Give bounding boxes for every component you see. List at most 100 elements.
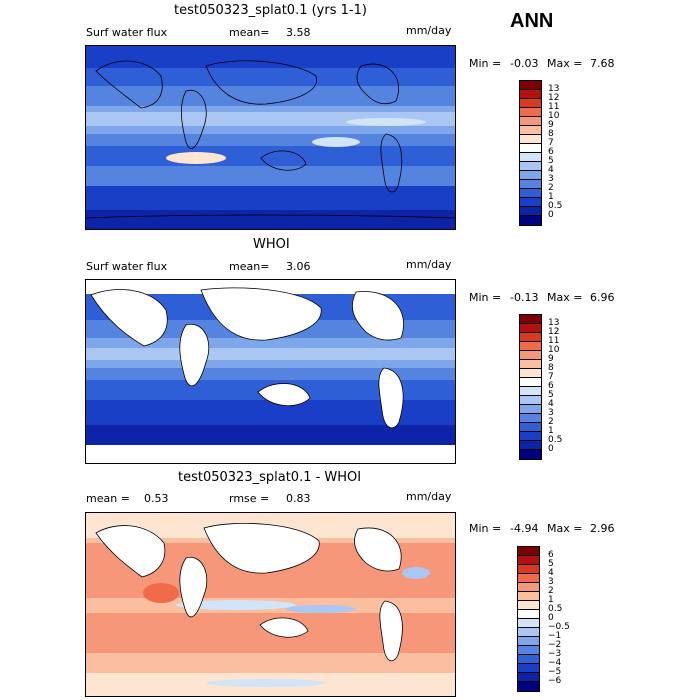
colorbar-swatch bbox=[520, 162, 541, 171]
colorbar-swatch bbox=[518, 664, 539, 673]
panel2-cb-label: 7 bbox=[548, 372, 554, 382]
panel2-mean-label: mean= bbox=[229, 260, 270, 273]
colorbar-swatch bbox=[520, 414, 541, 423]
colorbar-swatch bbox=[520, 90, 541, 99]
season-label: ANN bbox=[510, 10, 554, 32]
panel1-cb-label: 1 bbox=[548, 192, 554, 202]
panel1-cb-label: 8 bbox=[548, 129, 554, 139]
panel1-min-label: Min = bbox=[469, 57, 502, 70]
panel1-max-label: Max = bbox=[547, 57, 583, 70]
panel1-cb-label: 2 bbox=[548, 183, 554, 193]
colorbar-swatch bbox=[520, 324, 541, 333]
colorbar-swatch bbox=[520, 153, 541, 162]
panel1-variable: Surf water flux bbox=[86, 26, 168, 39]
panel3-cb-label: 3 bbox=[548, 577, 554, 587]
colorbar-swatch bbox=[518, 547, 539, 556]
panel3-title: test050323_splat0.1 - WHOI bbox=[178, 470, 362, 485]
panel2-cb-label: 12 bbox=[548, 327, 560, 337]
panel1-cb-label: 5 bbox=[548, 156, 554, 166]
colorbar-swatch bbox=[520, 450, 541, 459]
colorbar-swatch bbox=[520, 342, 541, 351]
panel3-cb-label: −4 bbox=[548, 658, 562, 668]
colorbar-swatch bbox=[520, 135, 541, 144]
colorbar-swatch bbox=[520, 378, 541, 387]
colorbar-swatch bbox=[520, 126, 541, 135]
panel1-mean-value: 3.58 bbox=[286, 26, 311, 39]
panel2-mean-value: 3.06 bbox=[286, 260, 311, 273]
panel3-cb-label: 6 bbox=[548, 550, 554, 560]
panel3-mean-value: 0.53 bbox=[144, 492, 169, 505]
colorbar-swatch bbox=[520, 441, 541, 450]
panel1-cb-label: 0 bbox=[548, 210, 554, 220]
colorbar-swatch bbox=[518, 682, 539, 691]
panel2-title: WHOI bbox=[253, 237, 290, 252]
panel2-cb-label: 5 bbox=[548, 390, 554, 400]
colorbar-swatch bbox=[518, 610, 539, 619]
colorbar-swatch bbox=[518, 574, 539, 583]
colorbar-swatch bbox=[520, 405, 541, 414]
panel2-variable: Surf water flux bbox=[86, 260, 168, 273]
colorbar-swatch bbox=[518, 592, 539, 601]
panel1-max-value: 7.68 bbox=[590, 57, 615, 70]
panel3-min-label: Min = bbox=[469, 522, 502, 535]
panel2-cb-label: 8 bbox=[548, 363, 554, 373]
colorbar-swatch bbox=[520, 117, 541, 126]
panel1-cb-label: 11 bbox=[548, 102, 560, 112]
colorbar-swatch bbox=[518, 583, 539, 592]
panel2-max-value: 6.96 bbox=[590, 291, 615, 304]
panel3-cb-label: 2 bbox=[548, 586, 554, 596]
colorbar-swatch bbox=[520, 216, 541, 225]
colorbar-swatch bbox=[518, 628, 539, 637]
panel2-colorbar-labels: 13 12 11 10 9 8 7 6 5 4 3 2 1 0.5 0 bbox=[548, 314, 578, 458]
panel2-cb-label: 3 bbox=[548, 408, 554, 418]
colorbar-swatch bbox=[518, 646, 539, 655]
panel3-rmse-label: rmse = bbox=[229, 492, 270, 505]
colorbar-swatch bbox=[520, 108, 541, 117]
panel2-cb-label: 0.5 bbox=[548, 435, 563, 445]
panel3-units: mm/day bbox=[406, 490, 452, 503]
colorbar-swatch bbox=[520, 333, 541, 342]
colorbar-swatch bbox=[520, 351, 541, 360]
panel2-min-label: Min = bbox=[469, 291, 502, 304]
panel3-cb-label: −1 bbox=[548, 631, 562, 641]
panel3-min-value: -4.94 bbox=[510, 522, 539, 535]
panel1-cb-label: 0.5 bbox=[548, 201, 563, 211]
panel3-cb-label: −2 bbox=[548, 640, 562, 650]
colorbar-swatch bbox=[520, 180, 541, 189]
panel3-cb-label: −0.5 bbox=[548, 622, 570, 632]
panel2-cb-label: 1 bbox=[548, 426, 554, 436]
panel2-max-label: Max = bbox=[547, 291, 583, 304]
panel2-units: mm/day bbox=[406, 258, 452, 271]
panel3-colorbar bbox=[517, 546, 540, 692]
panel1-cb-label: 4 bbox=[548, 165, 554, 175]
panel3-cb-label: 4 bbox=[548, 568, 554, 578]
panel1-cb-label: 9 bbox=[548, 120, 554, 130]
panel2-cb-label: 13 bbox=[548, 318, 560, 328]
panel2-min-value: -0.13 bbox=[510, 291, 539, 304]
panel3-max-label: Max = bbox=[547, 522, 583, 535]
colorbar-swatch bbox=[520, 315, 541, 324]
colorbar-swatch bbox=[518, 655, 539, 664]
colorbar-swatch bbox=[520, 423, 541, 432]
panel3-cb-label: −6 bbox=[548, 676, 562, 686]
colorbar-swatch bbox=[518, 565, 539, 574]
colorbar-swatch bbox=[520, 369, 541, 378]
panel2-colorbar bbox=[519, 314, 542, 460]
colorbar-swatch bbox=[520, 99, 541, 108]
panel1-cb-label: 6 bbox=[548, 147, 554, 157]
panel1-colorbar bbox=[519, 80, 542, 226]
panel3-cb-label: 0 bbox=[548, 613, 554, 623]
colorbar-swatch bbox=[518, 673, 539, 682]
panel1-min-value: -0.03 bbox=[510, 57, 539, 70]
colorbar-swatch bbox=[520, 171, 541, 180]
panel1-mean-label: mean= bbox=[229, 26, 270, 39]
panel3-cb-label: 5 bbox=[548, 559, 554, 569]
panel2-cb-label: 11 bbox=[548, 336, 560, 346]
panel3-cb-label: −3 bbox=[548, 649, 562, 659]
panel3-cb-label: −5 bbox=[548, 667, 562, 677]
panel1-cb-label: 7 bbox=[548, 138, 554, 148]
colorbar-swatch bbox=[518, 556, 539, 565]
panel3-cb-label: 1 bbox=[548, 595, 554, 605]
colorbar-swatch bbox=[520, 144, 541, 153]
colorbar-swatch bbox=[518, 601, 539, 610]
